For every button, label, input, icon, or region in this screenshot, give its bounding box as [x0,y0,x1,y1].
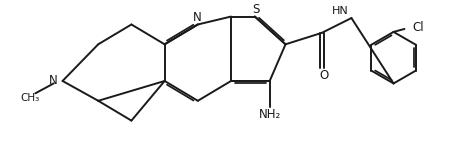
Text: O: O [319,69,329,82]
Text: N: N [49,74,58,87]
Text: HN: HN [332,6,349,16]
Text: N: N [192,11,201,24]
Text: S: S [252,3,259,16]
Text: Cl: Cl [412,21,424,34]
Text: CH₃: CH₃ [21,93,40,103]
Text: NH₂: NH₂ [258,108,281,121]
